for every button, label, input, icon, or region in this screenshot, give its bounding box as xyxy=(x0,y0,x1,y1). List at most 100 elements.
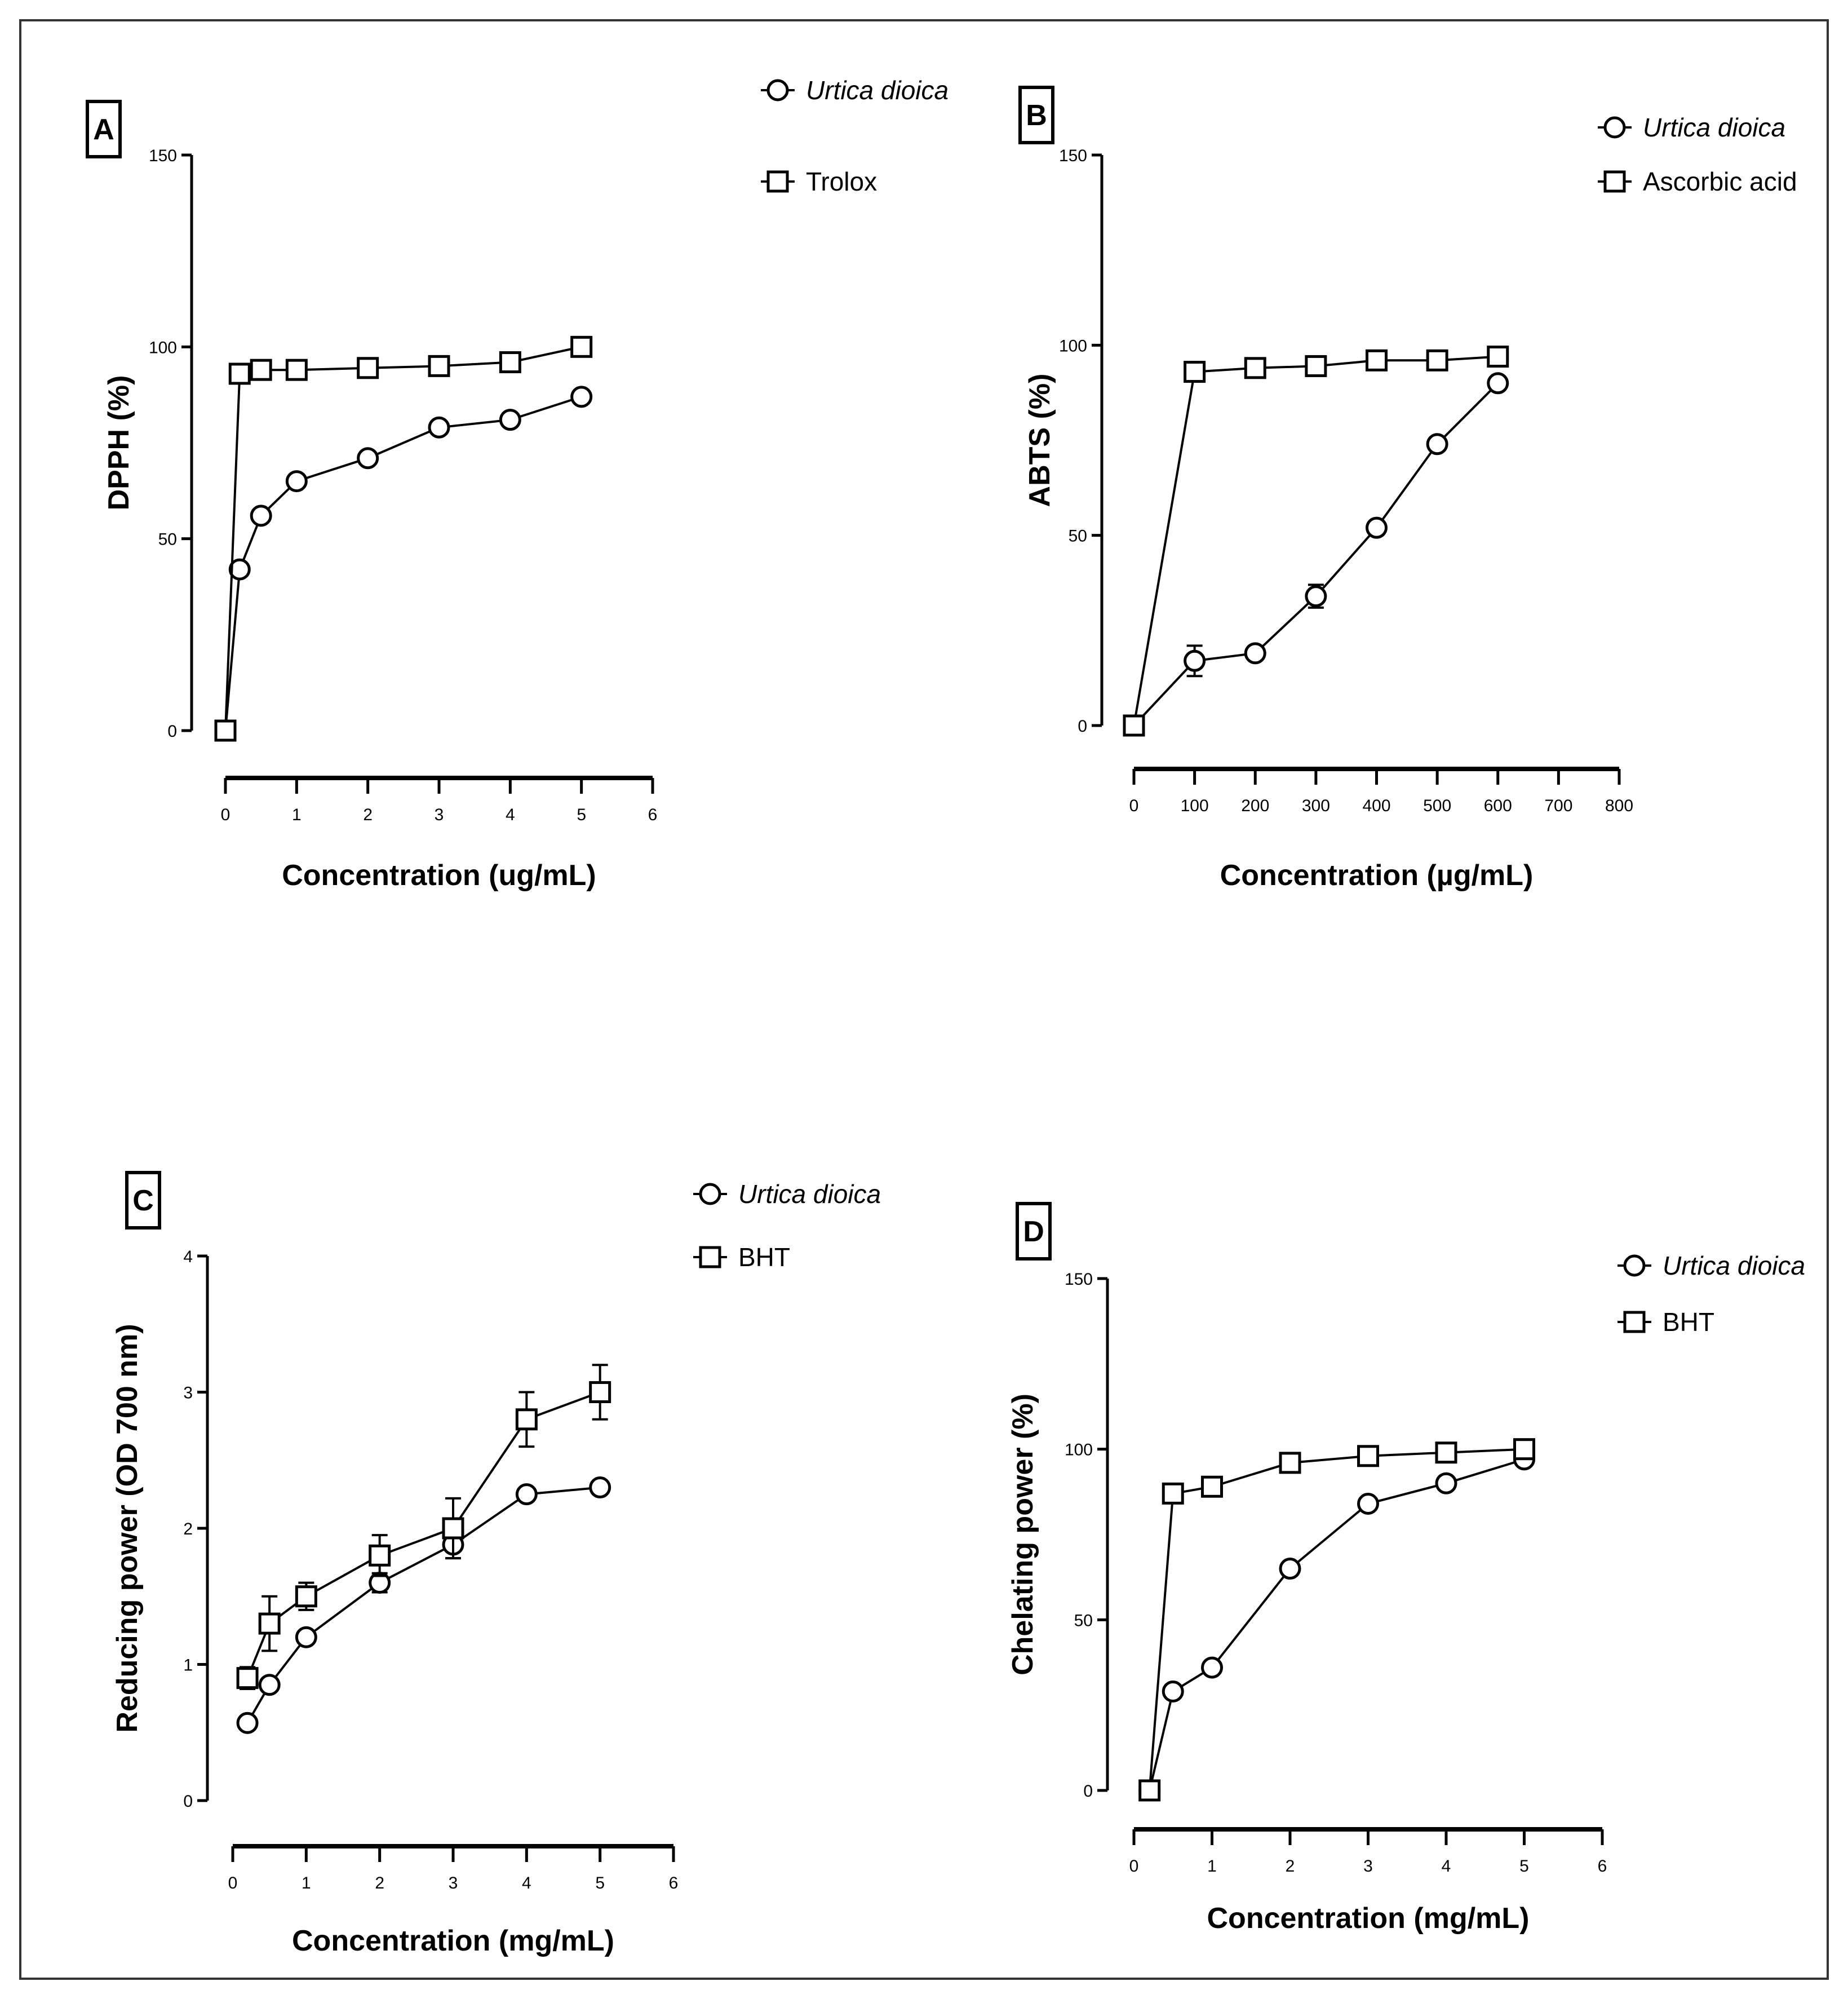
panel-a-x-tick-label: 1 xyxy=(292,806,302,824)
panel-d-standard-point xyxy=(1279,1452,1301,1474)
panel-d-legend-label: BHT xyxy=(1663,1307,1714,1337)
panel-b-standard-point xyxy=(1244,357,1266,379)
panel-c-x-tick-label: 2 xyxy=(375,1874,384,1892)
panel-c-legend-label: BHT xyxy=(738,1242,790,1272)
panel-b-x-tick-label: 600 xyxy=(1484,797,1512,815)
panel-b-sample-point xyxy=(1426,433,1448,455)
panel-b-x-tick-label: 200 xyxy=(1241,797,1269,815)
panel-a-standard-point xyxy=(570,335,593,358)
panel-c-label-box xyxy=(125,1171,161,1230)
panel-b-legend-item-standard: Ascorbic acid xyxy=(1598,167,1797,196)
panel-a-y-tick-label: 50 xyxy=(158,530,177,549)
panel-d-standard-point xyxy=(1201,1475,1223,1498)
panel-b-letter: B xyxy=(1026,99,1047,132)
panel-d-x-axis-title: Concentration (mg/mL) xyxy=(1207,1902,1530,1935)
panel-d: D 0 50 100 150 0 1 2 3 4 5 6 Concentration (mg/mL) Ch… xyxy=(1007,1202,1805,1935)
panel-d-legend-label: Urtica dioica xyxy=(1663,1251,1805,1280)
panel-c-legend-label: Urtica dioica xyxy=(738,1179,881,1209)
panel-c-y-tick-label: 0 xyxy=(183,1792,193,1811)
panel-a-sample-point xyxy=(228,558,251,581)
panel-c-sample-point xyxy=(295,1626,317,1648)
panel-b-x-tick-label: 700 xyxy=(1544,797,1572,815)
panel-a-standard-point xyxy=(499,351,521,374)
panel-c-legend-item-sample: Urtica dioica xyxy=(693,1179,881,1209)
figure-border xyxy=(19,19,1829,1980)
panel-c-y-tick-label: 1 xyxy=(183,1656,193,1675)
panel-b-y-tick-label: 100 xyxy=(1059,337,1087,355)
panel-c-y-tick-label: 2 xyxy=(183,1520,193,1538)
panel-d-legend-item-sample: Urtica dioica xyxy=(1617,1251,1805,1280)
panel-b-x-axis-title: Concentration (µg/mL) xyxy=(1220,859,1534,892)
panel-a-x-tick-label: 3 xyxy=(435,806,444,824)
panel-d-x-tick-label: 6 xyxy=(1598,1857,1607,1876)
panel-c-standard-point xyxy=(258,1612,281,1635)
panel-d-legend-item-standard: BHT xyxy=(1617,1307,1714,1337)
panel-d-x-tick-label: 4 xyxy=(1442,1857,1451,1876)
panel-b-y-axis-title: ABTS (%) xyxy=(1023,374,1056,507)
panel-c-y-tick-label: 4 xyxy=(183,1248,193,1266)
panel-c-x-tick-label: 4 xyxy=(522,1874,531,1892)
panel-d-y-tick-label: 150 xyxy=(1065,1270,1093,1289)
panel-b-y-tick-label: 0 xyxy=(1078,717,1087,736)
panel-a-standard-point xyxy=(285,359,308,381)
panel-c-standard-point xyxy=(442,1517,464,1540)
panel-d-x-tick-label: 0 xyxy=(1129,1857,1139,1876)
panel-c-x-axis-title: Concentration (mg/mL) xyxy=(292,1925,614,1957)
panel-a-sample-point xyxy=(499,409,521,431)
panel-b-series-standard xyxy=(1123,346,1509,737)
panel-a-series-standard xyxy=(214,335,593,742)
panel-d-y-tick-label: 50 xyxy=(1074,1611,1093,1630)
panel-b-standard-point xyxy=(1184,361,1206,383)
panel-a-sample-point xyxy=(357,447,379,470)
panel-a-y-axis-title: DPPH (%) xyxy=(103,375,135,511)
panel-c-sample-point xyxy=(236,1711,259,1734)
panel-a-sample-point xyxy=(285,470,308,493)
panel-b-x-tick-label: 100 xyxy=(1181,797,1209,815)
panel-b-sample-point xyxy=(1366,516,1388,539)
panel-b-sample-point xyxy=(1184,649,1206,672)
panel-b-y-tick-label: 50 xyxy=(1069,527,1087,546)
panel-d-standard-point xyxy=(1162,1482,1184,1505)
panel-b-x-tick-label: 800 xyxy=(1605,797,1633,815)
panel-a-standard-point xyxy=(214,719,237,742)
panel-b: B 0 50 100 150 0 100 200 300 400 500 600 700 800 Conce… xyxy=(1018,86,1797,892)
panel-c-legend-item-standard: BHT xyxy=(693,1242,790,1272)
panel-b-legend-label: Urtica dioica xyxy=(1643,113,1785,142)
panel-a-x-tick-label: 4 xyxy=(506,806,515,824)
panel-a-standard-point xyxy=(250,359,272,381)
panel-a-sample-point xyxy=(570,386,593,408)
panel-a-x-tick-label: 0 xyxy=(221,806,231,824)
panel-a-legend-label: Urtica dioica xyxy=(806,76,949,105)
panel-a-x-tick-label: 5 xyxy=(577,806,586,824)
panel-d-standard-point xyxy=(1513,1438,1535,1461)
panel-c-letter: C xyxy=(132,1184,154,1217)
panel-b-legend-item-sample: Urtica dioica xyxy=(1598,113,1785,142)
panel-d-letter: D xyxy=(1023,1215,1044,1248)
panel-d-y-axis-title: Chelating power (%) xyxy=(1007,1394,1039,1675)
panel-a-legend-item-sample: Urtica dioica xyxy=(761,76,949,105)
panel-a-sample-point xyxy=(428,416,450,439)
panel-d-y-tick-label: 100 xyxy=(1065,1441,1093,1460)
panel-c-standard-point xyxy=(369,1544,391,1567)
panel-b-legend-label: Ascorbic acid xyxy=(1643,167,1797,196)
panel-a: A 0 50 100 150 0 1 2 3 4 5 6 Concentration (ug/mL) DP… xyxy=(86,76,949,892)
panel-a-y-tick-label: 0 xyxy=(167,722,177,741)
panel-c-sample-point xyxy=(515,1483,538,1506)
panel-c-legend-marker xyxy=(699,1183,721,1205)
panel-d-x-tick-label: 2 xyxy=(1286,1857,1295,1876)
panel-d-legend-marker xyxy=(1623,1311,1646,1333)
panel-c: C 0 1 2 3 4 0 1 2 3 4 5 6 Concentration (mg/mL) Reduci… xyxy=(111,1171,881,1957)
panel-b-label-box xyxy=(1018,86,1054,144)
panel-a-legend-marker xyxy=(766,79,789,101)
panel-d-series-standard xyxy=(1138,1438,1535,1802)
panel-d-x-tick-label: 3 xyxy=(1363,1857,1373,1876)
panel-c-standard-point xyxy=(515,1408,538,1431)
panel-b-y-tick-label: 150 xyxy=(1059,147,1087,165)
panel-a-standard-point xyxy=(428,355,450,377)
panel-a-legend-label: Trolox xyxy=(806,167,877,196)
panel-b-sample-point xyxy=(1487,372,1509,395)
panel-c-x-tick-label: 3 xyxy=(449,1874,458,1892)
panel-c-y-tick-label: 3 xyxy=(183,1384,193,1403)
panel-a-legend-marker xyxy=(766,170,789,193)
